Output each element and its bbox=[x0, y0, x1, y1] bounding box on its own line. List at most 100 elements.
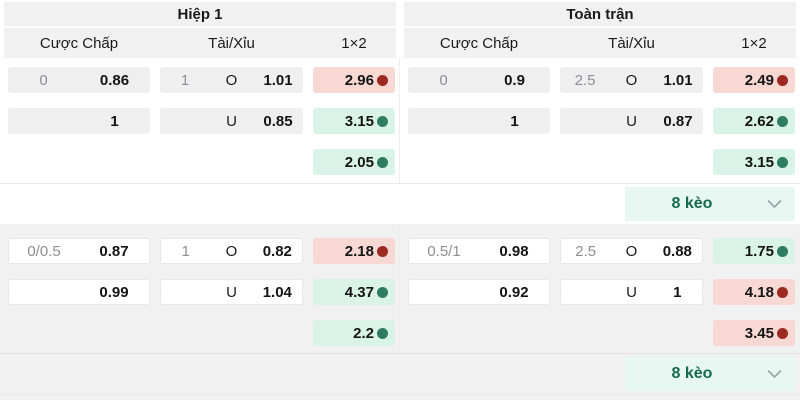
handicap-odds-cell[interactable]: 0 0.9 bbox=[408, 67, 550, 93]
ou-odds: 0.87 bbox=[663, 112, 693, 130]
panel-full-match-secondary: 0.5/1 0.98 2.5 O 0.88 1.75 bbox=[400, 224, 800, 353]
over-under-odds-cell[interactable]: 2.5 O 0.88 bbox=[560, 238, 703, 264]
handicap-odds-cell[interactable]: 0.99 bbox=[8, 279, 150, 305]
ou-odds: 0.82 bbox=[262, 242, 292, 260]
odds-row: 0 0.86 1 O 1.01 2.96 bbox=[0, 67, 400, 93]
handicap-odds: 0.99 bbox=[99, 283, 129, 301]
odds-row: 0.99 U 1.04 4.37 bbox=[0, 279, 400, 305]
column-header-handicap: Cược Chấp bbox=[439, 34, 519, 52]
over-under-odds-cell[interactable]: 1 O 0.82 bbox=[160, 238, 303, 264]
over-under-odds-cell[interactable]: U 1.04 bbox=[160, 279, 303, 305]
ou-odds: 1.01 bbox=[263, 71, 293, 89]
ou-odds: 1 bbox=[673, 283, 682, 301]
1x2-odds-cell[interactable]: 1.75 bbox=[713, 238, 795, 264]
ou-side: U bbox=[226, 112, 237, 130]
odds-row: 2.2 bbox=[0, 320, 400, 346]
ou-side: O bbox=[225, 242, 238, 260]
1x2-odds-cell[interactable]: 2.49 bbox=[713, 67, 795, 93]
handicap-odds: 0.87 bbox=[99, 242, 129, 260]
odds-row: 0.5/1 0.98 2.5 O 0.88 1.75 bbox=[400, 238, 800, 264]
odds-rows: 0 0.86 1 O 1.01 2.96 bbox=[0, 58, 400, 183]
1x2-odds-cell[interactable]: 4.37 bbox=[313, 279, 395, 305]
panel-title-first-half: Hiệp 1 bbox=[4, 2, 396, 26]
expander-label: 8 kèo bbox=[671, 365, 713, 382]
handicap-odds-cell[interactable]: 1 bbox=[8, 108, 150, 134]
ou-odds: 1.04 bbox=[262, 283, 292, 301]
column-header-over-under: Tài/Xỉu bbox=[208, 34, 255, 52]
odds-row: 0.92 U 1 4.18 bbox=[400, 279, 800, 305]
trend-dot-icon bbox=[777, 156, 788, 168]
odds-rows: 0.5/1 0.98 2.5 O 0.88 1.75 bbox=[400, 224, 800, 353]
trend-dot-icon bbox=[777, 245, 788, 257]
1x2-odds-cell[interactable]: 3.45 bbox=[713, 320, 795, 346]
trend-dot-icon bbox=[377, 156, 388, 168]
trend-dot-icon bbox=[777, 286, 788, 298]
handicap-odds-cell[interactable]: 0.92 bbox=[408, 279, 550, 305]
handicap-odds: 0.98 bbox=[499, 242, 529, 260]
over-under-odds-cell[interactable]: U 0.87 bbox=[560, 108, 703, 134]
trend-dot-icon bbox=[777, 115, 788, 127]
handicap-odds: 0.92 bbox=[499, 283, 529, 301]
panel-full-match: Toàn trận Cược Chấp Tài/Xỉu 1×2 0 0.9 2.… bbox=[400, 0, 800, 183]
1x2-odds: 3.45 bbox=[744, 324, 774, 342]
handicap-odds-cell[interactable]: 0.5/1 0.98 bbox=[408, 238, 550, 264]
handicap-odds-cell[interactable]: 0/0.5 0.87 bbox=[8, 238, 150, 264]
trend-dot-icon bbox=[377, 115, 388, 127]
1x2-odds-cell[interactable]: 2.96 bbox=[313, 67, 395, 93]
over-under-odds-cell[interactable]: U 0.85 bbox=[160, 108, 303, 134]
secondary-odds-section: 0/0.5 0.87 1 O 0.82 2.18 bbox=[0, 224, 800, 353]
1x2-odds-cell[interactable]: 3.15 bbox=[713, 149, 795, 175]
handicap-line: 0/0.5 bbox=[27, 242, 61, 260]
1x2-odds: 4.18 bbox=[744, 283, 774, 301]
expand-more-odds-button[interactable]: 8 kèo bbox=[625, 187, 795, 221]
1x2-odds-cell[interactable]: 2.62 bbox=[713, 108, 795, 134]
handicap-line: 0 bbox=[439, 71, 448, 89]
handicap-odds-cell[interactable]: 1 bbox=[408, 108, 550, 134]
odds-row: 3.45 bbox=[400, 320, 800, 346]
main-odds-section: Hiệp 1 Cược Chấp Tài/Xỉu 1×2 0 0.86 1 O bbox=[0, 0, 800, 183]
1x2-odds-cell[interactable]: 2.18 bbox=[313, 238, 395, 264]
trend-dot-icon bbox=[377, 74, 388, 86]
1x2-odds-cell[interactable]: 2.2 bbox=[313, 320, 395, 346]
ou-line: 1 bbox=[181, 242, 190, 260]
column-header-1x2: 1×2 bbox=[741, 34, 767, 52]
odds-rows: 0 0.9 2.5 O 1.01 2.49 bbox=[400, 58, 800, 183]
ou-odds: 0.85 bbox=[263, 112, 293, 130]
odds-row: 1 U 0.87 2.62 bbox=[400, 108, 800, 134]
1x2-odds: 3.15 bbox=[344, 112, 374, 130]
ou-line: 2.5 bbox=[574, 71, 596, 89]
handicap-line: 0.5/1 bbox=[427, 242, 461, 260]
handicap-odds-cell[interactable]: 0 0.86 bbox=[8, 67, 150, 93]
handicap-odds: 0.86 bbox=[99, 71, 130, 89]
ou-odds: 0.88 bbox=[662, 242, 692, 260]
panel-first-half-secondary: 0/0.5 0.87 1 O 0.82 2.18 bbox=[0, 224, 400, 353]
odds-row: 0 0.9 2.5 O 1.01 2.49 bbox=[400, 67, 800, 93]
expander-label: 8 kèo bbox=[671, 195, 713, 212]
secondary-odds-wrap: 0/0.5 0.87 1 O 0.82 2.18 bbox=[0, 224, 800, 400]
expand-more-odds-button[interactable]: 8 kèo bbox=[625, 357, 795, 391]
1x2-odds: 2.62 bbox=[744, 112, 774, 130]
1x2-odds-cell[interactable]: 3.15 bbox=[313, 108, 395, 134]
1x2-odds-cell[interactable]: 4.18 bbox=[713, 279, 795, 305]
ou-side: U bbox=[626, 283, 637, 301]
over-under-odds-cell[interactable]: 2.5 O 1.01 bbox=[560, 67, 703, 93]
trend-dot-icon bbox=[777, 74, 788, 86]
ou-side: O bbox=[625, 242, 638, 260]
over-under-odds-cell[interactable]: 1 O 1.01 bbox=[160, 67, 303, 93]
column-header-bar: Cược Chấp Tài/Xỉu 1×2 bbox=[4, 28, 396, 58]
ou-side: O bbox=[625, 71, 638, 89]
trend-dot-icon bbox=[377, 286, 388, 298]
panel-first-half: Hiệp 1 Cược Chấp Tài/Xỉu 1×2 0 0.86 1 O bbox=[0, 0, 400, 183]
1x2-odds-cell[interactable]: 2.05 bbox=[313, 149, 395, 175]
ou-side: U bbox=[226, 283, 237, 301]
trend-dot-icon bbox=[377, 327, 388, 339]
odds-row: 3.15 bbox=[400, 149, 800, 175]
ou-line: 1 bbox=[180, 71, 190, 89]
expander-row: 8 kèo bbox=[0, 353, 800, 395]
over-under-odds-cell[interactable]: U 1 bbox=[560, 279, 703, 305]
odds-rows: 0/0.5 0.87 1 O 0.82 2.18 bbox=[0, 224, 400, 353]
trend-dot-icon bbox=[777, 327, 788, 339]
column-header-handicap: Cược Chấp bbox=[39, 34, 119, 52]
ou-odds: 1.01 bbox=[663, 71, 693, 89]
